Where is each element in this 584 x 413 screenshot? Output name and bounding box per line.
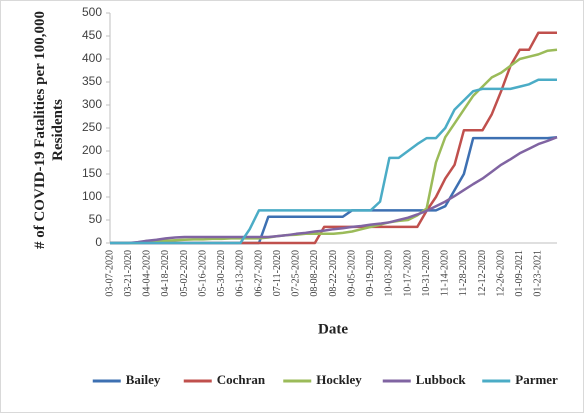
y-tick-label: 150 (82, 166, 102, 180)
x-tick-label: 01-23-2021 (533, 250, 544, 297)
y-tick-label: 200 (82, 143, 102, 157)
x-tick-label: 09-05-2020 (346, 250, 357, 297)
legend-label: Bailey (126, 372, 161, 387)
y-tick-label: 350 (82, 74, 102, 88)
x-tick-label: 11-28-2020 (458, 250, 469, 296)
x-tick-label: 03-07-2020 (104, 250, 115, 297)
y-tick-label: 500 (82, 5, 102, 19)
x-tick-label: 09-19-2020 (365, 250, 376, 297)
series-line (110, 48, 558, 245)
series-line (110, 78, 557, 245)
x-tick-label: 11-14-2020 (440, 250, 451, 296)
x-tick-label: 08-08-2020 (309, 250, 320, 297)
x-tick-label: 03-21-2020 (123, 250, 134, 297)
y-tick-label: 0 (95, 235, 102, 249)
x-tick-label: 10-03-2020 (384, 250, 395, 297)
y-tick-label: 50 (89, 212, 103, 226)
x-tick-label: 06-13-2020 (235, 250, 246, 297)
legend-label: Hockley (316, 372, 362, 387)
x-tick-label: 05-30-2020 (216, 250, 227, 297)
legend-label: Lubbock (416, 372, 467, 387)
legend-label: Cochran (217, 372, 266, 387)
y-tick-label: 400 (82, 51, 102, 65)
x-axis-title: Date (318, 321, 348, 337)
x-tick-label: 01-09-2021 (514, 250, 525, 297)
x-tick-label: 04-18-2020 (160, 250, 171, 297)
series-line (110, 136, 558, 245)
x-tick-label: 10-17-2020 (402, 250, 413, 297)
y-tick-label: 100 (82, 189, 102, 203)
x-tick-label: 08-22-2020 (328, 250, 339, 297)
y-tick-label: 250 (82, 120, 102, 134)
x-tick-label: 05-02-2020 (179, 250, 190, 297)
x-tick-label: 05-16-2020 (197, 250, 208, 297)
y-axis-title: # of COVID-19 Fatalities per 100,000 Res… (32, 10, 66, 250)
x-tick-label: 12-26-2020 (495, 250, 506, 297)
y-tick-label: 300 (82, 97, 102, 111)
y-tick-label: 450 (82, 28, 102, 42)
x-tick-label: 06-27-2020 (253, 250, 264, 297)
legend-label: Parmer (515, 372, 558, 387)
x-tick-label: 07-11-2020 (272, 250, 283, 296)
x-tick-label: 12-12-2020 (477, 250, 488, 297)
x-tick-label: 10-31-2020 (421, 250, 432, 297)
x-tick-label: 04-04-2020 (142, 250, 153, 297)
x-tick-label: 07-25-2020 (291, 250, 302, 297)
